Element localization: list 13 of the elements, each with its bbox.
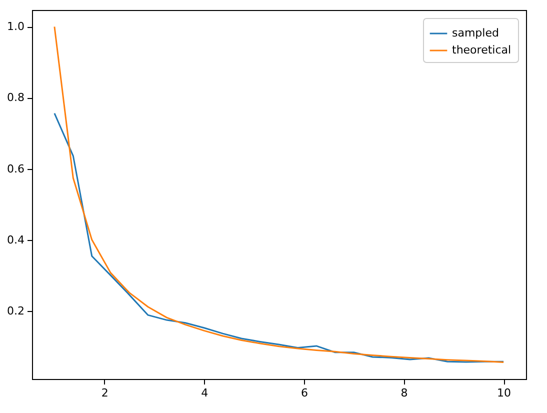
y-tick-label: 0.8 <box>7 91 24 104</box>
y-tick-label: 1.0 <box>7 20 24 34</box>
x-tick-label: 4 <box>201 386 208 400</box>
line-series <box>54 112 504 363</box>
y-tick-label: 0.6 <box>7 162 24 176</box>
x-tick-label: 2 <box>101 386 108 400</box>
y-tick-label: 0.2 <box>7 304 24 318</box>
x-tick-label: 10 <box>497 386 512 400</box>
legend-label: theoretical <box>452 44 512 56</box>
x-tick-label: 8 <box>400 386 408 400</box>
legend-label: sampled <box>452 26 499 40</box>
y-tick-label: 0.4 <box>7 233 24 246</box>
x-tick-label: 6 <box>300 386 308 400</box>
